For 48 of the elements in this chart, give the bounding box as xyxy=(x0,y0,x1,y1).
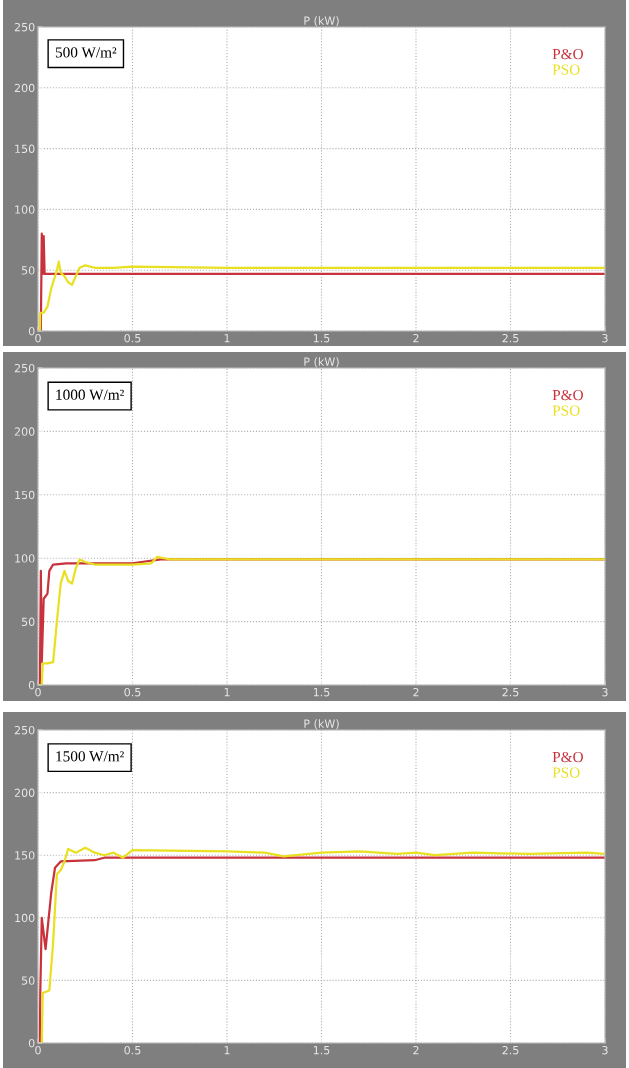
y-tick-label: 200 xyxy=(14,427,35,436)
y-tick-label: 100 xyxy=(15,913,35,923)
x-tick-label: 0.5 xyxy=(124,333,141,343)
text: P&O xyxy=(552,48,583,60)
y-tick-label: 100 xyxy=(15,205,35,214)
chart-title: P (kW) xyxy=(304,357,339,368)
y-tick-label: 250 xyxy=(14,22,35,32)
x-tick-label: 1 xyxy=(224,1046,230,1055)
x-tick-label: 0.5 xyxy=(124,687,141,697)
x-tick-label: 1.5 xyxy=(313,1046,330,1055)
x-tick-label: 3 xyxy=(602,333,608,343)
x-tick-label: 2.5 xyxy=(502,687,519,697)
y-tick-label: 250 xyxy=(14,363,35,373)
y-tick-label: 100 xyxy=(15,554,35,563)
x-tick-label: 1 xyxy=(224,688,230,697)
text: PSO xyxy=(552,64,580,75)
text: PSO xyxy=(552,767,580,778)
y-tick-label: 150 xyxy=(15,144,35,153)
x-tick-label: 3 xyxy=(602,1045,608,1055)
y-tick-label: 0 xyxy=(28,326,35,336)
text: P&O xyxy=(552,389,583,401)
text: PSO xyxy=(552,405,580,416)
x-tick-label: 2.5 xyxy=(502,333,519,343)
y-tick-label: 150 xyxy=(15,851,35,860)
text: P&O xyxy=(552,751,583,763)
y-tick-label: 50 xyxy=(21,976,35,985)
annotation: 1000 W/m² xyxy=(56,389,124,400)
x-tick-label: 3 xyxy=(602,687,608,697)
y-tick-label: 200 xyxy=(14,788,35,797)
x-tick-label: 0.5 xyxy=(124,1045,141,1055)
y-tick-label: 150 xyxy=(15,490,35,500)
y-tick-label: 0 xyxy=(28,680,35,690)
x-tick-label: 2 xyxy=(413,333,419,343)
x-tick-label: 2 xyxy=(413,687,419,697)
annotation: 1500 W/m² xyxy=(56,751,124,762)
x-tick-label: 1.5 xyxy=(313,688,330,697)
y-tick-label: 250 xyxy=(14,725,35,735)
chart-title: P (kW) xyxy=(304,16,339,27)
y-tick-label: 200 xyxy=(14,83,35,93)
y-tick-label: 50 xyxy=(21,266,35,275)
x-tick-label: 1 xyxy=(224,334,230,343)
x-tick-label: 1.5 xyxy=(313,334,330,343)
y-tick-label: 50 xyxy=(21,617,35,626)
x-tick-label: 2 xyxy=(413,1045,419,1055)
x-tick-label: 2.5 xyxy=(502,1045,519,1055)
annotation: 500 W/m² xyxy=(55,47,117,58)
chart-title: P (kW) xyxy=(304,719,339,730)
y-tick-label: 0 xyxy=(28,1038,35,1048)
